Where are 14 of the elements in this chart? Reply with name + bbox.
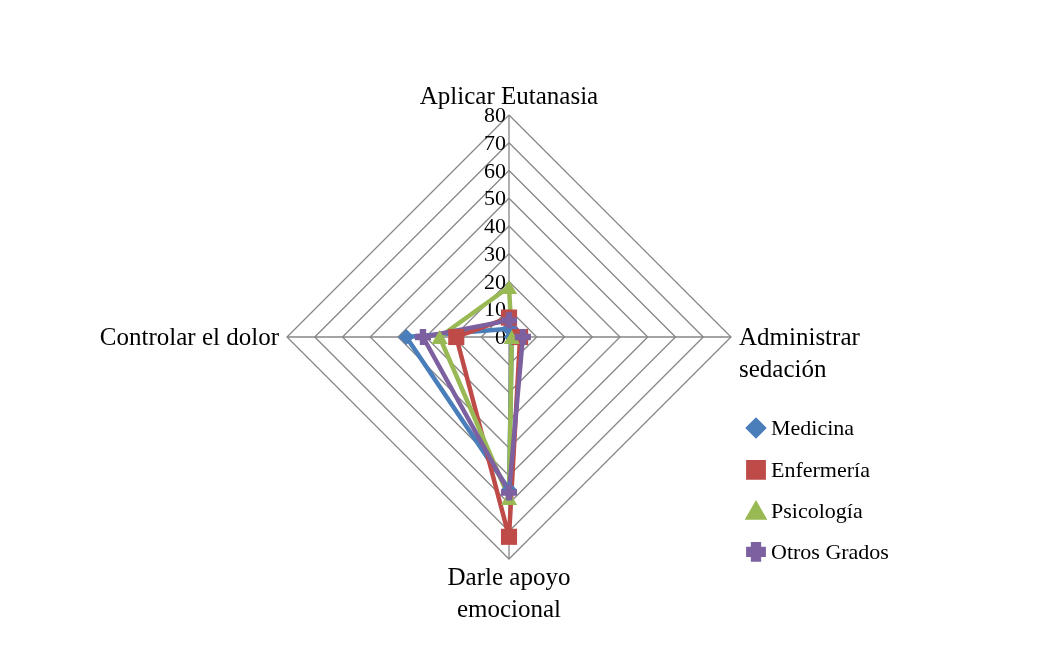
y-tick-label: 70 [484,129,506,155]
y-tick-label: 60 [484,157,506,183]
legend-label: Medicina [771,414,855,440]
spoke-label: Aplicar Eutanasia [419,82,599,109]
spoke-label: Darle apoyo emocional [447,563,571,622]
legend-label: Psicología [771,497,863,523]
y-tick-label: 40 [484,213,506,238]
spoke-label: Administrar sedación [739,323,861,382]
y-tick-label: 20 [484,268,506,294]
y-tick-label: 30 [484,240,506,266]
legend-label: Enfermería [771,456,871,482]
spoke-label: Controlar el dolor [99,323,280,350]
y-tick-label: 50 [484,185,506,211]
legend-label: Otros Grados [771,538,889,564]
